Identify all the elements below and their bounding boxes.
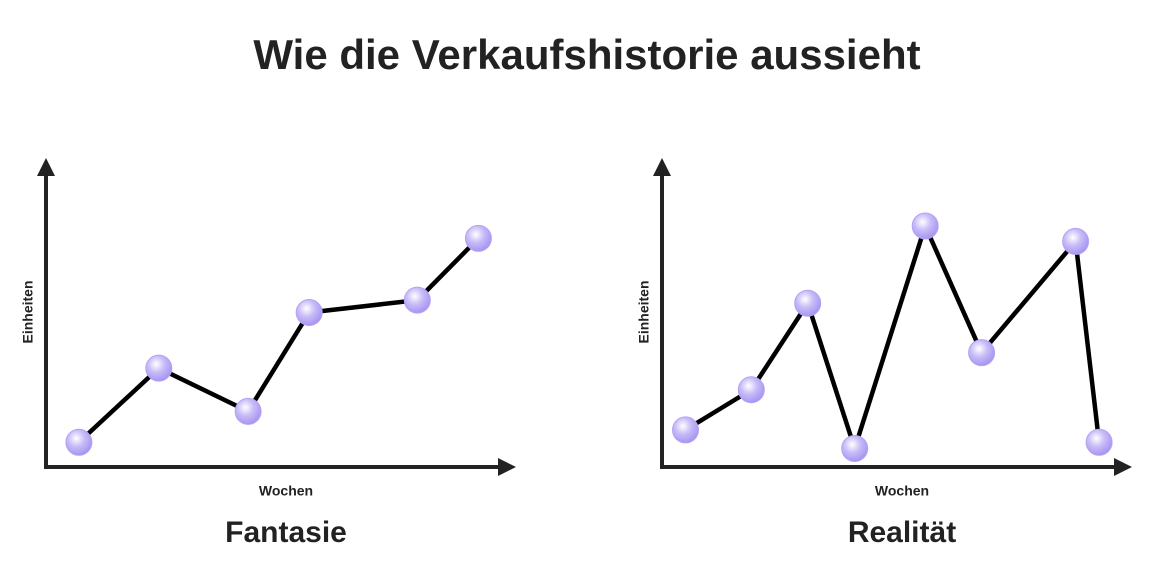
- marker: [737, 376, 765, 404]
- marker: [145, 354, 173, 382]
- marker: [65, 428, 93, 456]
- marker: [464, 224, 492, 252]
- marker: [295, 299, 323, 326]
- marker: [968, 339, 996, 367]
- marker: [234, 397, 262, 425]
- x-arrow: [498, 458, 516, 476]
- y-arrow: [37, 158, 55, 176]
- x-arrow: [1114, 458, 1132, 476]
- chart-caption: Fantasie: [225, 516, 347, 549]
- line: [77, 236, 481, 444]
- marker: [1085, 428, 1113, 456]
- page-title: Wie die Verkaufshistorie aussieht: [253, 31, 920, 78]
- marker: [794, 289, 822, 317]
- y-axis-label: Einheiten: [636, 280, 652, 343]
- marker: [1062, 227, 1090, 255]
- marker: [841, 434, 869, 462]
- line: [684, 223, 1102, 451]
- chart-caption: Realität: [848, 516, 956, 549]
- x-axis-label: Wochen: [259, 483, 313, 499]
- marker: [911, 212, 939, 240]
- y-axis-label: Einheiten: [20, 280, 36, 343]
- x-axis-label: Wochen: [875, 483, 929, 499]
- marker: [403, 286, 431, 314]
- marker: [672, 416, 699, 444]
- y-arrow: [653, 158, 671, 176]
